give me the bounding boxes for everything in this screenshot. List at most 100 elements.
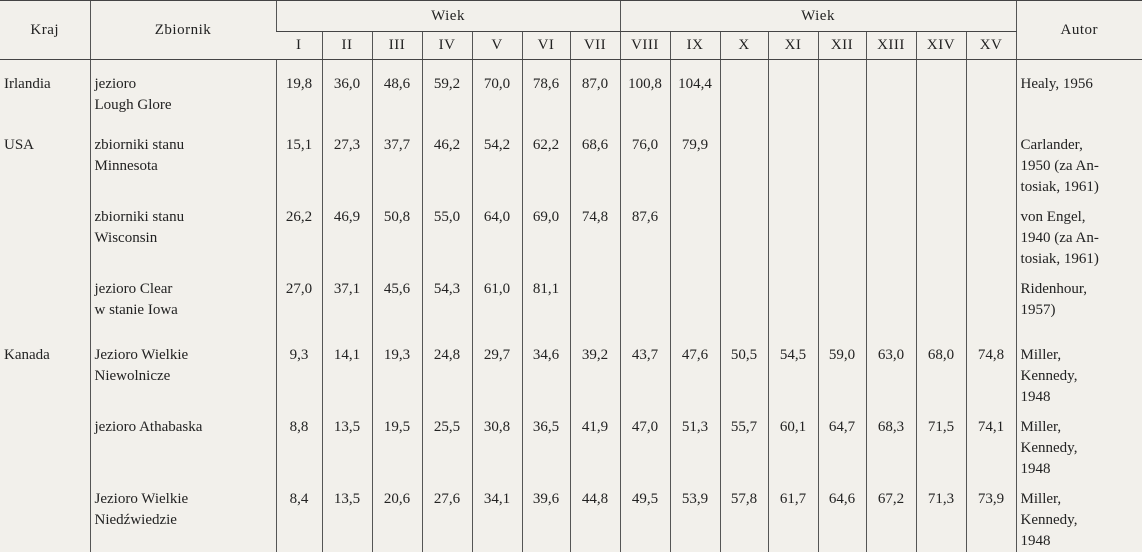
value-cell: 19,3 (371, 335, 422, 408)
value-cell (619, 269, 671, 336)
value-cell: 68,3 (865, 407, 917, 480)
value-cell (767, 59, 819, 126)
value-cell (865, 59, 917, 126)
age-header: I (276, 31, 322, 60)
header-row: Kraj Zbiornik Wiek Wiek Autor (0, 0, 1142, 60)
value-cell: 13,5 (321, 407, 372, 480)
value-cell: 27,0 (275, 269, 322, 336)
value-cell: 55,7 (719, 407, 769, 480)
reservoir-cell: zbiorniki stanu Wisconsin (89, 197, 276, 270)
value-cell: 19,5 (371, 407, 422, 480)
author-cell: von Engel, 1940 (za An- tosiak, 1961) (1015, 197, 1142, 270)
value-cell (817, 125, 867, 198)
value-cell: 73,9 (965, 479, 1017, 552)
age-header: VIII (619, 31, 671, 60)
reservoir-cell: jezioro Lough Glore (89, 59, 276, 126)
value-cell: 39,2 (569, 335, 621, 408)
value-cell (965, 197, 1017, 270)
value-cell (767, 269, 819, 336)
value-cell: 15,1 (275, 125, 322, 198)
value-cell: 8,4 (275, 479, 322, 552)
value-cell: 41,9 (569, 407, 621, 480)
reservoir-cell: Jezioro Wielkie Niedźwiedzie (89, 479, 276, 552)
value-cell (915, 59, 967, 126)
age-header: XI (767, 31, 819, 60)
header-cell: Autor (1015, 0, 1142, 60)
value-cell: 50,8 (371, 197, 422, 270)
value-cell (965, 269, 1017, 336)
value-cell (865, 269, 917, 336)
value-cell: 13,5 (321, 479, 372, 552)
header-row: I II III IV V VI VII VIII IX X XI XII XIII XIV XV (0, 31, 1142, 60)
value-cell: 60,1 (767, 407, 819, 480)
value-cell: 47,6 (669, 335, 721, 408)
age-header: XV (965, 31, 1017, 60)
country-cell (0, 480, 90, 552)
age-header: XIV (915, 31, 967, 60)
value-cell: 34,1 (471, 479, 522, 552)
value-cell: 64,0 (471, 197, 522, 270)
value-cell (719, 197, 769, 270)
value-cell: 59,0 (817, 335, 867, 408)
value-cell: 62,2 (521, 125, 570, 198)
value-cell: 46,2 (421, 125, 472, 198)
value-cell: 27,3 (321, 125, 372, 198)
reservoir-cell: jezioro Clear w stanie Iowa (89, 269, 276, 336)
age-header: IV (421, 31, 472, 60)
value-cell: 78,6 (521, 59, 570, 126)
value-cell (965, 59, 1017, 126)
country-cell: Kanada (4, 346, 50, 363)
value-cell: 19,8 (275, 59, 322, 126)
value-cell: 48,6 (371, 59, 422, 126)
value-cell: 30,8 (471, 407, 522, 480)
value-cell: 20,6 (371, 479, 422, 552)
table-row: Irlandia jezioro Lough Glore 19,8 36,0 48,6 5… (0, 59, 1142, 126)
value-cell: 53,9 (669, 479, 721, 552)
value-cell (767, 197, 819, 270)
reservoir-cell: jezioro Athabaska (89, 407, 276, 480)
value-cell (817, 269, 867, 336)
value-cell: 61,7 (767, 479, 819, 552)
reservoir-cell: zbiorniki stanu Minnesota (89, 125, 276, 198)
header-cell: Wiek (275, 0, 621, 32)
reservoir-cell: Jezioro Wielkie Niewolnicze (89, 335, 276, 408)
age-header: III (371, 31, 422, 60)
country-cell: USA (4, 136, 35, 153)
value-cell: 81,1 (521, 269, 570, 336)
value-cell: 87,0 (569, 59, 621, 126)
table-row: Jezioro Wielkie Niedźwiedzie 8,4 13,5 20,6 2… (0, 479, 1142, 552)
value-cell (915, 197, 967, 270)
table-row: jezioro Clear w stanie Iowa 27,0 37,1 45,6 5… (0, 269, 1142, 336)
value-cell: 64,7 (817, 407, 867, 480)
author-cell: Miller, Kennedy, 1948 (1015, 335, 1142, 408)
value-cell: 9,3 (275, 335, 322, 408)
value-cell (719, 59, 769, 126)
value-cell: 54,5 (767, 335, 819, 408)
value-cell: 64,6 (817, 479, 867, 552)
table-head: Kraj Zbiornik Wiek Wiek Autor I II III IV V V… (0, 0, 1142, 60)
table-row: zbiorniki stanu Wisconsin 26,2 46,9 50,8 55,… (0, 197, 1142, 270)
value-cell (767, 125, 819, 198)
value-cell: 100,8 (619, 59, 671, 126)
value-cell: 61,0 (471, 269, 522, 336)
value-cell: 59,2 (421, 59, 472, 126)
value-cell: 34,6 (521, 335, 570, 408)
table-row: jezioro Athabaska 8,8 13,5 19,5 25,5 30,8 36,5… (0, 407, 1142, 480)
author-cell: Carlander, 1950 (za An- tosiak, 1961) (1015, 125, 1142, 198)
value-cell (669, 269, 721, 336)
table-row: Kanada Jezioro Wielkie Niewolnicze 9,3 14,1… (0, 335, 1142, 408)
author-cell: Miller, Kennedy, 1948 (1015, 407, 1142, 480)
header-cell: Kraj (0, 0, 90, 60)
value-cell (915, 269, 967, 336)
value-cell (719, 269, 769, 336)
value-cell: 43,7 (619, 335, 671, 408)
value-cell: 14,1 (321, 335, 372, 408)
value-cell: 67,2 (865, 479, 917, 552)
header-cell: Wiek (619, 0, 1017, 32)
table-row: USA zbiorniki stanu Minnesota 15,1 27,3 37,7… (0, 125, 1142, 198)
age-header: VI (521, 31, 570, 60)
value-cell: 74,1 (965, 407, 1017, 480)
value-cell: 47,0 (619, 407, 671, 480)
value-cell: 25,5 (421, 407, 472, 480)
